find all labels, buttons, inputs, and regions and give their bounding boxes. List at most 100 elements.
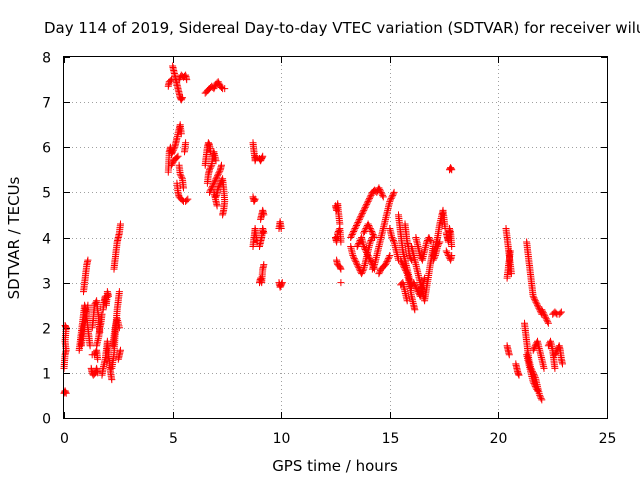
data-point xyxy=(530,379,538,387)
data-point xyxy=(213,173,221,181)
data-point xyxy=(168,161,175,169)
data-point xyxy=(353,243,361,250)
data-point xyxy=(365,196,373,204)
data-point xyxy=(348,231,356,238)
data-point xyxy=(383,258,391,266)
data-point xyxy=(382,259,390,267)
data-point xyxy=(94,355,102,363)
data-point xyxy=(448,166,456,174)
data-point xyxy=(531,297,539,305)
data-point xyxy=(357,212,365,220)
data-point xyxy=(559,360,566,368)
data-point xyxy=(401,265,409,273)
data-point xyxy=(533,385,541,393)
data-point xyxy=(206,187,214,195)
data-point xyxy=(278,280,286,288)
data-point xyxy=(358,209,366,217)
data-point xyxy=(366,256,374,264)
data-point xyxy=(363,250,371,258)
data-point xyxy=(387,194,395,202)
data-point xyxy=(531,382,539,390)
data-point xyxy=(436,238,444,246)
data-point xyxy=(410,279,418,287)
data-point xyxy=(536,393,544,401)
data-point xyxy=(358,268,366,276)
data-point xyxy=(421,274,429,282)
data-point xyxy=(98,310,106,318)
y-tick-label: 3 xyxy=(42,277,51,293)
data-point xyxy=(105,292,112,300)
data-point xyxy=(390,188,398,196)
data-point xyxy=(366,223,373,231)
data-point xyxy=(209,181,217,189)
data-point xyxy=(434,243,442,250)
data-point xyxy=(207,163,215,171)
data-point xyxy=(529,346,537,354)
data-point xyxy=(364,220,372,228)
data-point xyxy=(184,195,192,203)
data-point xyxy=(378,190,386,198)
data-point xyxy=(352,258,360,266)
data-point xyxy=(536,391,544,399)
data-point xyxy=(540,364,548,372)
data-point xyxy=(207,185,215,193)
x-tick-label: 10 xyxy=(273,431,291,447)
data-point xyxy=(400,262,408,270)
data-point xyxy=(359,208,367,216)
data-point xyxy=(218,84,225,91)
data-point xyxy=(541,312,549,320)
data-point xyxy=(379,191,387,199)
data-point xyxy=(388,193,396,201)
data-point xyxy=(216,167,224,175)
data-point xyxy=(183,76,191,84)
x-axis-title: GPS time / hours xyxy=(272,457,398,475)
data-point xyxy=(210,85,218,93)
data-point xyxy=(169,146,177,154)
data-point xyxy=(366,193,374,201)
data-point xyxy=(448,252,456,259)
data-point xyxy=(337,265,345,273)
data-point xyxy=(218,161,225,169)
data-point xyxy=(353,220,361,228)
data-point xyxy=(208,182,216,190)
data-point xyxy=(444,250,452,258)
data-point xyxy=(364,197,372,205)
data-point xyxy=(355,240,363,247)
data-point xyxy=(434,241,442,249)
data-point xyxy=(177,172,185,180)
data-point xyxy=(221,85,229,93)
data-point xyxy=(382,261,389,269)
data-point xyxy=(368,228,376,235)
data-point xyxy=(531,343,539,351)
data-point xyxy=(426,235,434,243)
data-point xyxy=(529,378,537,386)
data-point xyxy=(117,346,124,354)
data-point xyxy=(174,152,182,160)
data-point xyxy=(388,234,396,241)
data-point xyxy=(386,252,394,259)
data-point xyxy=(211,178,219,186)
y-tick-label: 4 xyxy=(42,232,51,248)
data-point xyxy=(366,255,373,263)
data-point xyxy=(84,256,92,264)
data-point xyxy=(530,294,538,302)
data-point xyxy=(355,215,363,223)
data-point xyxy=(413,286,421,294)
data-point xyxy=(402,267,410,275)
data-point xyxy=(370,232,378,240)
data-point xyxy=(399,261,407,269)
data-point xyxy=(350,253,358,261)
data-point xyxy=(515,371,523,379)
data-point xyxy=(115,324,123,332)
data-point xyxy=(360,206,368,214)
data-point xyxy=(182,139,190,147)
data-point xyxy=(540,310,548,318)
data-point xyxy=(337,279,345,287)
data-point xyxy=(538,396,546,404)
data-point xyxy=(61,322,69,329)
data-point xyxy=(362,202,370,210)
data-point xyxy=(544,319,552,327)
data-point xyxy=(353,259,360,267)
y-tick-label: 2 xyxy=(42,322,51,338)
data-point xyxy=(410,280,418,288)
